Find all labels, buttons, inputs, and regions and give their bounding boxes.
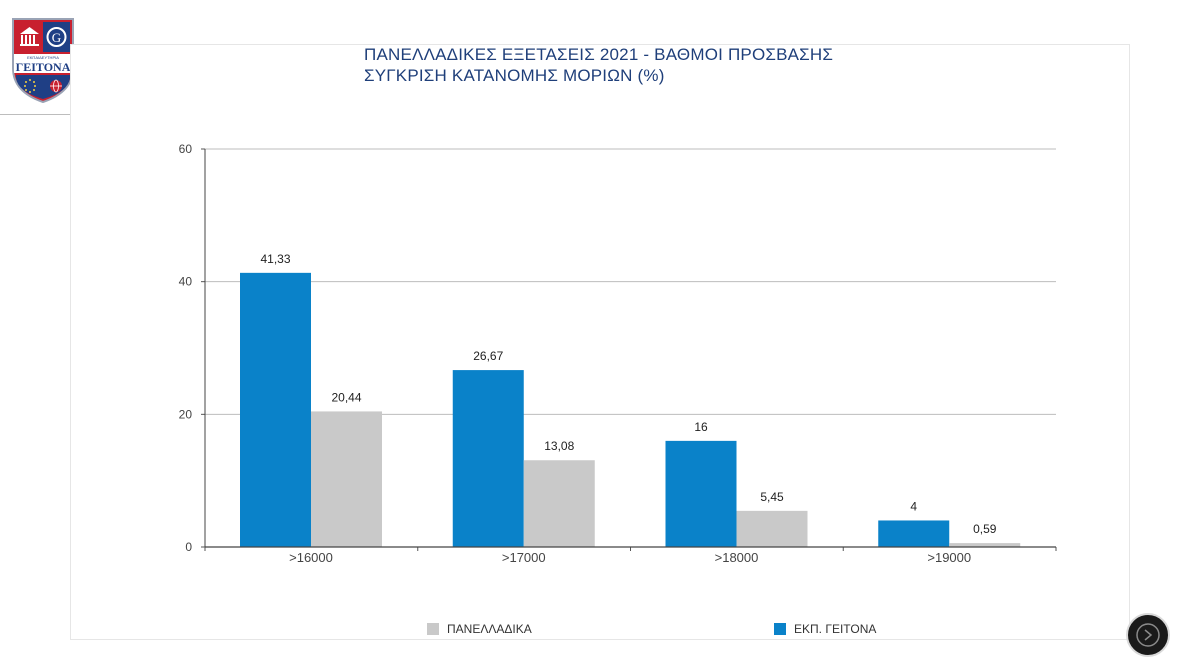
- data-label: 13,08: [544, 439, 574, 453]
- bar: [878, 520, 950, 547]
- chart-title-line1: ΠΑΝΕΛΛΑΔΙΚΕΣ ΕΞΕΤΑΣΕΙΣ 2021 - ΒΑΘΜΟΙ ΠΡΟ…: [364, 45, 834, 64]
- school-logo: G ΕΚΠΑΙΔΕΥΤΗΡΙΑ ΓΕΙΤΟΝΑ: [10, 16, 76, 104]
- temple-icon: [20, 27, 39, 46]
- legend-item-panelladika: ΠΑΝΕΛΛΑΔΙΚΑ: [427, 622, 532, 636]
- legend-swatch-geitona: [774, 623, 786, 635]
- bar: [452, 370, 524, 547]
- bar: [736, 510, 808, 547]
- x-tick-label: >18000: [715, 550, 759, 565]
- logo-top-text: ΕΚΠΑΙΔΕΥΤΗΡΙΑ: [27, 55, 59, 60]
- y-tick-label: 40: [179, 275, 193, 289]
- svg-text:G: G: [52, 30, 61, 45]
- data-label: 20,44: [331, 390, 361, 404]
- bar: [665, 440, 737, 547]
- data-label: 41,33: [260, 252, 290, 266]
- globe-icon: [50, 79, 62, 93]
- chart-title: ΠΑΝΕΛΛΑΔΙΚΕΣ ΕΞΕΤΑΣΕΙΣ 2021 - ΒΑΘΜΟΙ ΠΡΟ…: [364, 44, 833, 86]
- chart-subtitle: ΣΥΓΚΡΙΣΗ ΚΑΤΑΝΟΜΗΣ ΜΟΡΙΩΝ (%): [364, 66, 665, 85]
- y-tick-label: 60: [179, 142, 193, 156]
- legend-item-geitona: ΕΚΠ. ΓΕΙΤΟΝΑ: [774, 622, 876, 636]
- logo-name: ΓΕΙΤΟΝΑ: [16, 60, 71, 74]
- nav-button[interactable]: [1126, 613, 1170, 657]
- data-label: 5,45: [760, 490, 784, 504]
- x-tick-label: >17000: [502, 550, 546, 565]
- bar: [949, 543, 1021, 547]
- x-tick-label: >19000: [927, 550, 971, 565]
- monogram-icon: G: [46, 27, 67, 47]
- header-divider: [0, 114, 94, 115]
- legend-label-panelladika: ΠΑΝΕΛΛΑΔΙΚΑ: [447, 622, 532, 636]
- data-label: 26,67: [473, 349, 503, 363]
- y-tick-label: 20: [179, 407, 193, 421]
- bar: [311, 411, 382, 547]
- bar: [523, 460, 595, 547]
- eu-stars-icon: [24, 79, 36, 93]
- data-label: 16: [694, 420, 708, 434]
- legend-swatch-panelladika: [427, 623, 439, 635]
- circle-arrow-icon: [1136, 623, 1160, 647]
- x-tick-label: >16000: [289, 550, 333, 565]
- data-label: 0,59: [973, 522, 997, 536]
- y-tick-label: 0: [185, 540, 192, 554]
- bar: [240, 272, 311, 547]
- legend-label-geitona: ΕΚΠ. ΓΕΙΤΟΝΑ: [794, 622, 877, 636]
- data-label: 4: [910, 499, 917, 513]
